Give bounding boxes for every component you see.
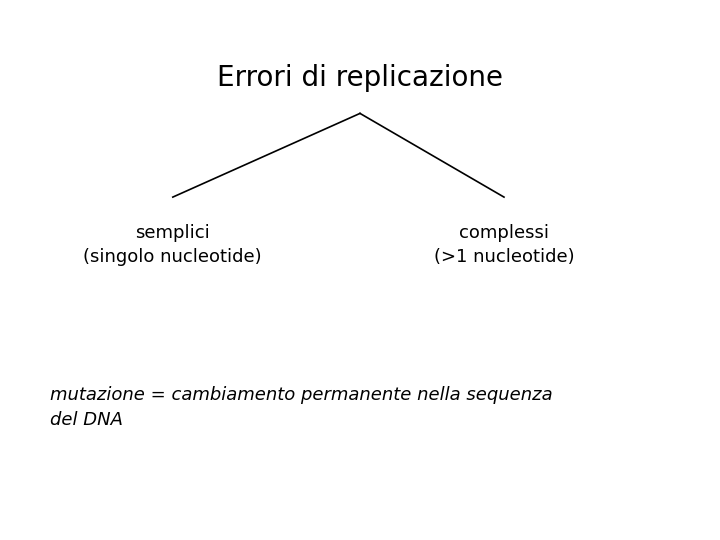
- Text: semplici
(singolo nucleotide): semplici (singolo nucleotide): [84, 224, 262, 266]
- Text: Errori di replicazione: Errori di replicazione: [217, 64, 503, 92]
- Text: complessi
(>1 nucleotide): complessi (>1 nucleotide): [433, 224, 575, 266]
- Text: mutazione = cambiamento permanente nella sequenza
del DNA: mutazione = cambiamento permanente nella…: [50, 386, 553, 429]
